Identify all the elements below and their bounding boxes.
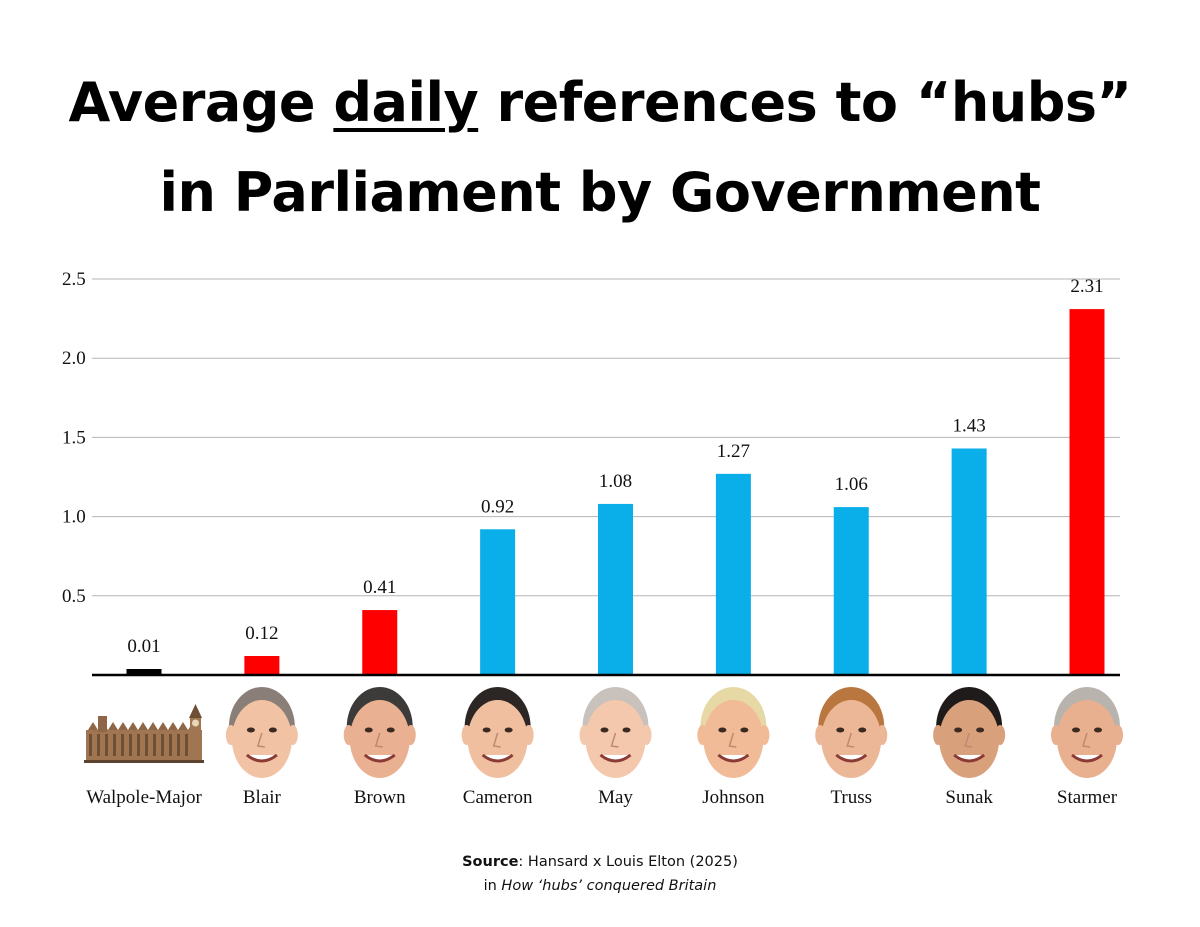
portrait-icon [579,687,652,778]
data-label: 0.41 [363,577,396,598]
category-label: Starmer [1057,787,1118,808]
category-label: Truss [830,787,872,808]
source-note: Source: Hansard x Louis Elton (2025) in … [462,854,738,894]
bar [362,610,398,675]
y-tick-label: 2.0 [62,348,86,369]
bar [244,655,280,675]
data-label: 1.27 [717,441,750,462]
data-label: 1.43 [953,415,986,436]
title-line-2: in Parliament by Government [159,161,1041,224]
y-tick-label: 1.0 [62,507,86,528]
data-label: 2.31 [1070,276,1103,297]
category-label: Brown [354,787,406,808]
bar [480,529,516,675]
source-text: : Hansard x Louis Elton (2025) [518,854,738,870]
data-label: 0.12 [245,623,278,644]
portrait-icon [225,687,298,778]
portrait-icon [1051,687,1123,778]
bar [833,507,869,675]
category-label: Walpole-Major [86,787,202,808]
title-emphasis: daily [333,71,479,134]
category-label: Cameron [463,787,533,808]
parliament-building-icon [84,704,204,763]
data-label: 0.92 [481,496,514,517]
category-label: Sunak [945,787,993,808]
source-article-title: How ‘hubs’ conquered Britain [501,878,717,894]
source-label: Source [462,854,519,870]
title-line-1: Average daily references to “hubs” [68,71,1133,134]
bar [598,503,633,675]
bar [1069,309,1105,675]
bar [126,669,162,675]
portrait-icon [697,687,770,778]
chart-title: Average daily references to “hubs” in Pa… [0,58,1200,238]
portrait-icon [343,687,416,778]
bar-chart: 0.5 1.0 1.5 2.0 2.5 0.01 0.12 0.41 0.92 1.08 1.27 1… [62,269,1123,808]
data-label: 1.06 [835,474,868,495]
portrait-icon [461,687,534,778]
y-tick-label: 2.5 [62,269,86,290]
y-tick-label: 0.5 [62,586,86,607]
data-label: 0.01 [127,636,160,657]
category-label: Johnson [702,787,765,808]
portrait-icon [815,687,888,778]
category-label: May [598,787,633,808]
category-label: Blair [243,787,282,808]
portrait-icon [933,687,1006,778]
y-tick-label: 1.5 [62,427,86,448]
bar [951,448,987,675]
bar [715,473,751,675]
data-label: 1.08 [599,471,632,492]
